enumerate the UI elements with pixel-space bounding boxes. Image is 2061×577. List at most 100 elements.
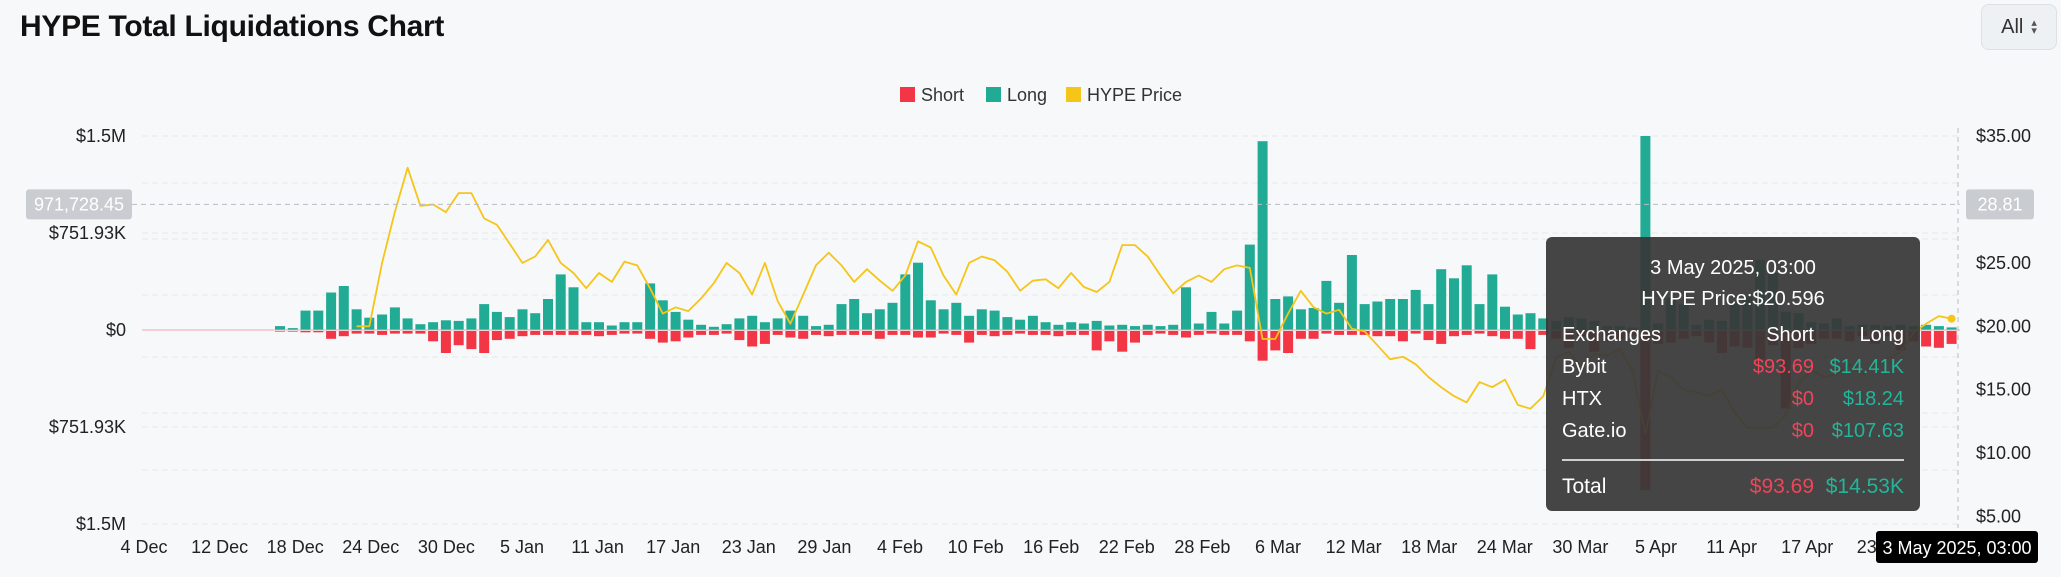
crosshair-right-badge — [1966, 189, 2034, 220]
short-bar — [759, 331, 770, 344]
x-tick: 18 Mar — [1401, 537, 1457, 557]
tooltip-exchange: Gate.io — [1562, 419, 1627, 442]
long-bar — [1500, 306, 1510, 330]
x-tick: 11 Apr — [1706, 537, 1757, 557]
short-bar — [1372, 331, 1383, 337]
x-tick: 5 Jan — [500, 537, 544, 557]
tooltip-total-row: Total $93.69 $14.53K — [1562, 471, 1904, 503]
long-bar — [696, 324, 707, 330]
short-bar — [619, 331, 630, 334]
short-bar — [989, 331, 1000, 337]
short-bar — [326, 331, 337, 339]
tooltip-short-value: $0 — [1791, 419, 1814, 442]
short-bar — [849, 331, 860, 335]
short-bar — [811, 331, 821, 335]
short-bar — [517, 331, 528, 337]
y-left-tick: $1.5M — [76, 514, 126, 534]
long-bar — [849, 299, 860, 330]
short-bar — [466, 331, 477, 350]
short-bar — [1346, 331, 1357, 335]
long-bar — [708, 326, 719, 330]
long-bar — [1346, 255, 1357, 330]
long-bar — [1295, 309, 1306, 330]
long-bar — [619, 322, 630, 330]
short-bar — [1385, 331, 1396, 337]
long-bar — [517, 309, 528, 330]
tooltip-short-value: $0 — [1791, 387, 1814, 410]
x-tick: 17 Jan — [646, 537, 700, 557]
long-bar — [1040, 322, 1051, 330]
x-tick: 12 Mar — [1326, 537, 1382, 557]
long-bar — [823, 324, 834, 330]
long-bar — [1308, 308, 1319, 330]
short-bar — [772, 331, 783, 335]
short-bar — [440, 331, 451, 353]
short-bar — [862, 331, 872, 335]
short-bar — [377, 331, 388, 335]
long-bar — [479, 304, 490, 330]
short-bar — [338, 331, 349, 337]
short-bar — [670, 331, 681, 342]
long-bar — [1933, 326, 1944, 330]
short-bar — [530, 331, 541, 335]
x-tick: 4 Dec — [120, 537, 167, 557]
long-bar — [925, 300, 936, 330]
short-bar — [798, 331, 809, 339]
y-left-tick: $751.93K — [49, 417, 126, 437]
short-bar — [1168, 331, 1179, 335]
long-bar — [721, 324, 732, 330]
short-bar — [1142, 331, 1153, 335]
legend-label: HYPE Price — [1087, 85, 1182, 105]
y-right-tick: $20.00 — [1976, 316, 2031, 336]
tooltip-exchange: Bybit — [1562, 355, 1607, 378]
long-bar — [1193, 323, 1204, 330]
long-bar — [951, 302, 962, 330]
long-bar — [772, 318, 783, 330]
x-tick: 24 Dec — [342, 537, 399, 557]
long-bar — [389, 307, 400, 330]
long-bar — [976, 309, 987, 330]
long-bar — [287, 328, 298, 330]
long-bar — [1397, 299, 1408, 330]
short-bar — [1040, 331, 1051, 335]
long-bar — [1359, 304, 1370, 330]
x-tick: 11 Jan — [571, 537, 624, 557]
short-bar — [900, 331, 911, 335]
short-bar — [823, 331, 834, 337]
tooltip-header-row: Exchanges Short Long — [1562, 319, 1904, 351]
long-bar — [1219, 323, 1230, 330]
short-bar — [1232, 331, 1243, 335]
y-right-tick: $15.00 — [1976, 380, 2031, 400]
tooltip-exchange: HTX — [1562, 387, 1602, 410]
short-bar — [1946, 331, 1957, 344]
long-bar — [1270, 299, 1281, 330]
short-bar — [836, 331, 847, 335]
short-bar — [925, 331, 936, 338]
short-bar — [696, 331, 707, 335]
short-bar — [1334, 331, 1345, 335]
short-bar — [1933, 331, 1944, 348]
short-bar — [1461, 331, 1472, 335]
long-bar — [275, 326, 285, 330]
tooltip-total-long: $14.53K — [1825, 475, 1904, 498]
y-right-tick: $35.00 — [1976, 126, 2031, 146]
long-bar — [759, 322, 770, 330]
short-bar — [1487, 331, 1498, 337]
short-bar — [951, 331, 962, 335]
y-left-tick: $751.93K — [49, 223, 126, 243]
short-bar — [1193, 331, 1204, 335]
long-bar — [1921, 324, 1932, 330]
long-bar — [1487, 274, 1498, 330]
long-bar — [1168, 324, 1179, 330]
long-bar — [1181, 287, 1191, 330]
long-bar — [453, 320, 464, 330]
x-tick: 30 Dec — [418, 537, 475, 557]
long-bar — [645, 283, 656, 330]
legend-label: Long — [1007, 85, 1047, 105]
time-range-select[interactable]: All ▴ ▾ — [1981, 4, 2057, 50]
long-bar — [811, 326, 821, 330]
short-bar — [1321, 331, 1332, 334]
long-bar — [1449, 278, 1459, 330]
short-bar — [1066, 331, 1077, 335]
